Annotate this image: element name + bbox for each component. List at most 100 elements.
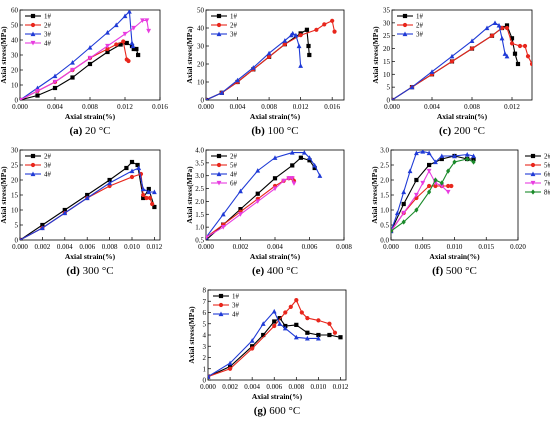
data-point — [272, 319, 277, 324]
data-point — [35, 88, 40, 94]
chart-panel-5: 0.000 0.002 0.004 0.006 0.008 0.5 1.0 1.5 2.0 2.5… — [185, 147, 352, 278]
data-point — [445, 189, 451, 195]
x-axis-label: Axial strain(%) — [65, 252, 116, 261]
data-point — [439, 153, 445, 159]
data-point — [122, 13, 128, 19]
data-point — [122, 31, 128, 37]
legend-marker — [216, 31, 222, 37]
y-axis-label: Axial stress(MPa) — [187, 306, 196, 364]
series-4# — [20, 18, 152, 100]
y-tick-label: 3.5 — [195, 159, 204, 167]
legend-marker — [30, 153, 36, 159]
data-point — [509, 41, 515, 46]
x-tick-label: 0.012 — [147, 243, 163, 251]
legend-marker — [402, 22, 408, 28]
chart-panel-3: 0.000 0.004 0.008 0.012 0 5 10 15 20 25 30 35 Axial … — [371, 7, 533, 137]
panel-caption: (b) 100 °C — [251, 125, 298, 137]
x-tick-label: 0.012 — [117, 103, 133, 111]
x-tick-label: 0.004 — [47, 103, 63, 111]
data-point — [255, 199, 261, 204]
legend-label: 4# — [230, 171, 238, 179]
data-point — [465, 156, 470, 162]
data-point — [305, 330, 310, 335]
data-point — [283, 310, 288, 315]
y-tick-label: 0 — [15, 237, 19, 245]
data-point — [499, 35, 505, 41]
data-point — [277, 321, 283, 326]
data-point — [52, 79, 58, 85]
panel-caption: (e) 400 °C — [252, 265, 298, 277]
legend-marker — [216, 22, 222, 28]
series-line — [208, 310, 319, 378]
data-point — [105, 46, 110, 52]
y-tick-label: 5 — [203, 320, 207, 328]
series-3# — [20, 10, 136, 100]
legend: 1#2#3#4# — [25, 13, 52, 48]
series-1# — [392, 23, 521, 100]
data-point — [452, 159, 457, 165]
x-tick-label: 0.004 — [267, 243, 283, 251]
data-point — [409, 84, 415, 90]
data-point — [314, 27, 319, 32]
data-point — [40, 222, 45, 228]
legend-marker — [530, 162, 536, 168]
data-point — [250, 344, 255, 349]
legend-marker — [216, 13, 222, 19]
data-point — [504, 23, 510, 28]
panel-temperature: 600 °C — [269, 405, 300, 417]
series-line — [391, 169, 449, 232]
data-point — [420, 180, 426, 186]
panel-temperature: 20 °C — [85, 125, 111, 137]
data-point — [272, 176, 278, 181]
data-point — [70, 67, 75, 73]
series-2# — [206, 18, 337, 100]
data-point — [290, 163, 295, 168]
legend-label: 1# — [230, 13, 238, 21]
data-point — [304, 335, 310, 341]
series-line — [20, 167, 155, 240]
data-point — [141, 192, 146, 198]
panel-temperature: 300 °C — [83, 265, 114, 277]
series-1# — [20, 40, 141, 100]
data-point — [290, 30, 296, 36]
series-line — [391, 150, 474, 232]
chart-panel-6: 0.000 0.005 0.010 0.015 0.020 0.0 0.5 1.0 1.5 2.0… — [370, 147, 550, 278]
data-point — [266, 50, 272, 56]
legend: 2#3#4# — [25, 153, 52, 179]
x-tick-label: 0.016 — [324, 103, 340, 111]
x-tick-label: 0.008 — [288, 383, 304, 391]
x-axis-label: Axial strain(%) — [429, 252, 480, 261]
data-point — [144, 18, 150, 23]
data-point — [249, 338, 255, 343]
data-point — [146, 189, 152, 195]
data-point — [135, 162, 140, 168]
series-4# — [206, 150, 323, 240]
data-point — [401, 219, 406, 225]
data-point — [107, 177, 112, 183]
data-point — [105, 43, 110, 49]
x-tick-label: 0.002 — [35, 243, 51, 251]
y-tick-label: 0.5 — [380, 222, 389, 230]
data-point — [492, 20, 498, 25]
y-tick-label: 5 — [15, 222, 19, 230]
data-point — [288, 304, 293, 309]
data-point — [394, 210, 400, 216]
data-point — [529, 61, 532, 67]
legend: 1#2#3# — [211, 13, 238, 39]
panel-caption: (d) 300 °C — [66, 265, 113, 277]
data-point — [113, 22, 119, 28]
y-tick-label: 1 — [203, 365, 207, 373]
data-point — [87, 61, 93, 67]
data-point — [338, 335, 343, 340]
data-point — [512, 51, 518, 56]
y-tick-label: 8 — [203, 287, 207, 295]
series-6# — [206, 176, 297, 240]
data-point — [515, 61, 521, 67]
chart-panel-1: 0.000 0.004 0.008 0.012 0.016 0 10 20 30 40 50 60 Ax… — [0, 7, 168, 138]
data-point — [152, 189, 157, 195]
data-point — [525, 54, 531, 59]
data-point — [489, 33, 495, 38]
panel-label: (g) — [254, 405, 270, 417]
x-tick-label: 0.006 — [266, 383, 282, 391]
y-tick-label: 1.5 — [380, 192, 389, 200]
